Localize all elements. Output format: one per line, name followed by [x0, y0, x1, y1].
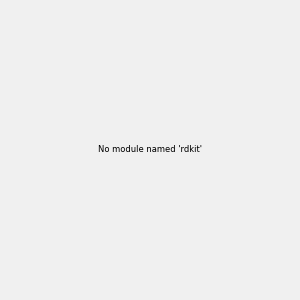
- Text: No module named 'rdkit': No module named 'rdkit': [98, 146, 202, 154]
